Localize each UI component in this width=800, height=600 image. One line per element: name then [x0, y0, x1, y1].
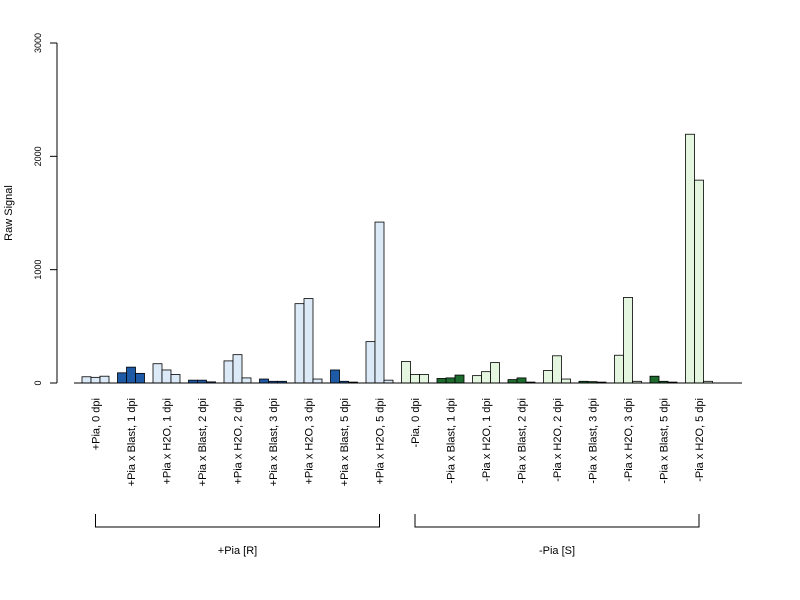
- bar: [436, 378, 447, 384]
- category-label: -Pia x H2O, 2 dpi: [552, 398, 564, 482]
- y-tick-label: 3000: [33, 33, 43, 53]
- bar: [561, 378, 571, 384]
- bar: [543, 370, 553, 384]
- category-label: +Pia x H2O, 1 dpi: [162, 398, 174, 485]
- bar: [259, 378, 269, 384]
- group-brackets: +Pia [R] -Pia [S]: [95, 514, 700, 557]
- bar: [152, 363, 163, 384]
- y-axis: 0 1000 2000 3000: [33, 33, 58, 386]
- category-label: +Pia x H2O, 3 dpi: [304, 398, 316, 485]
- bar: [161, 369, 172, 384]
- bar: [454, 374, 465, 384]
- category-label: +Pia x Blast, 2 dpi: [197, 398, 209, 486]
- bar: [445, 377, 456, 384]
- bar: [374, 221, 385, 384]
- category-label: +Pia x Blast, 5 dpi: [339, 398, 351, 486]
- bar: [410, 374, 420, 384]
- category-label: +Pia x H2O, 2 dpi: [233, 398, 245, 485]
- y-tick-label: 1000: [33, 260, 43, 280]
- bar: [481, 371, 491, 384]
- category-label: -Pia x Blast, 5 dpi: [659, 398, 671, 484]
- bar: [241, 377, 252, 384]
- bar: [303, 298, 314, 384]
- category-label: -Pia x Blast, 3 dpi: [588, 398, 600, 484]
- bar: [99, 375, 110, 384]
- bar: [552, 355, 562, 384]
- category-label: -Pia x H2O, 5 dpi: [694, 398, 706, 482]
- bar: [135, 372, 145, 384]
- group-bracket: [414, 514, 700, 528]
- bar: [365, 341, 376, 384]
- bar: [330, 369, 340, 384]
- category-label: -Pia x Blast, 2 dpi: [517, 398, 529, 484]
- bar: [401, 361, 411, 384]
- category-labels: +Pia, 0 dpi +Pia x Blast, 1 dpi +Pia x H2O…: [91, 398, 707, 486]
- bar: [649, 375, 660, 384]
- category-label: +Pia, 0 dpi: [91, 398, 103, 450]
- bar: [419, 374, 429, 384]
- category-label: +Pia x Blast, 3 dpi: [268, 398, 280, 486]
- bar: [694, 179, 704, 384]
- bar: [312, 378, 323, 384]
- bar: [685, 133, 695, 384]
- y-tick-label: 2000: [33, 146, 43, 166]
- category-label: +Pia x H2O, 5 dpi: [375, 398, 387, 485]
- group-bracket: [95, 514, 380, 528]
- bar: [472, 375, 482, 384]
- category-label: -Pia, 0 dpi: [410, 398, 422, 448]
- category-label: -Pia x H2O, 3 dpi: [623, 398, 635, 482]
- category-label: +Pia x Blast, 1 dpi: [126, 398, 138, 486]
- bars-layer: [81, 133, 713, 384]
- bar: [614, 354, 624, 384]
- bar: [170, 374, 181, 384]
- bar: [294, 303, 305, 384]
- y-axis-title: Raw Signal: [3, 185, 15, 241]
- group-label: +Pia [R]: [218, 545, 257, 557]
- bar: [490, 362, 500, 384]
- y-tick-label: 0: [33, 380, 43, 385]
- group-label: -Pia [S]: [539, 545, 575, 557]
- bar: [507, 379, 518, 384]
- bar: [623, 297, 633, 384]
- bar: [90, 376, 101, 384]
- category-label: -Pia x Blast, 1 dpi: [446, 398, 458, 484]
- bar: [232, 354, 243, 384]
- category-label: -Pia x H2O, 1 dpi: [481, 398, 493, 482]
- bar: [117, 372, 127, 384]
- bar: [126, 366, 136, 384]
- bar: [516, 377, 527, 384]
- bar: [81, 376, 92, 384]
- bar: [223, 360, 234, 384]
